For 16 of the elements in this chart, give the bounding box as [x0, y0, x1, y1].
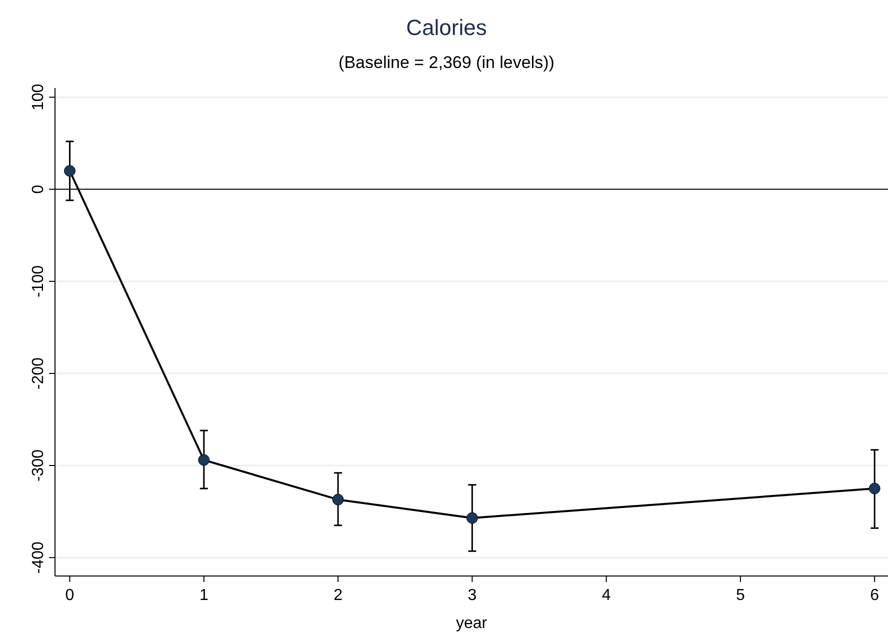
y-tick-label: -300	[30, 449, 47, 482]
x-axis-title: year	[456, 615, 488, 632]
y-tick-label: -200	[30, 357, 47, 390]
chart-title: Calories	[406, 15, 487, 40]
x-tick-label: 3	[468, 587, 477, 604]
x-tick-label: 5	[736, 587, 745, 604]
x-tick-label: 6	[870, 587, 880, 604]
y-tick-label: -100	[30, 265, 47, 298]
x-tick-label: 2	[334, 587, 343, 604]
y-tick-label: -400	[30, 541, 47, 574]
y-tick-label: 0	[30, 184, 47, 194]
x-tick-label: 4	[602, 587, 611, 604]
y-tick-label: 100	[30, 84, 47, 111]
chart-subtitle: (Baseline = 2,369 (in levels))	[338, 53, 554, 72]
x-tick-label: 1	[199, 587, 208, 604]
x-tick-label: 0	[65, 587, 74, 604]
